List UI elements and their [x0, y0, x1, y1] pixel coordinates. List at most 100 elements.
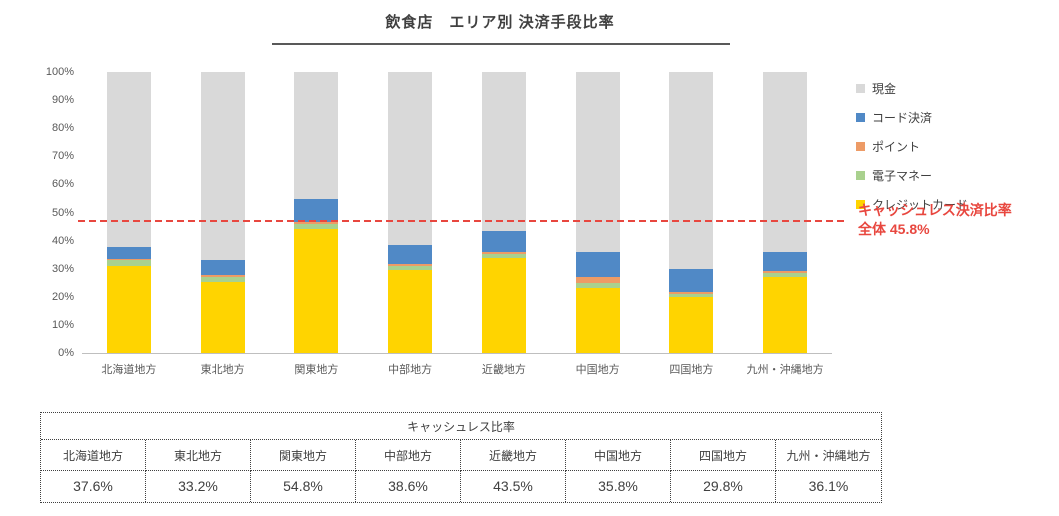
annotation-line2: 全体 45.8% [858, 221, 930, 237]
bar-segment [575, 282, 620, 289]
table-value-cell: 43.5% [461, 471, 566, 502]
bar-segment [575, 277, 620, 283]
legend-swatch-icon [856, 200, 865, 209]
legend-swatch-icon [856, 113, 865, 122]
legend-item: ポイント [856, 138, 968, 155]
bar-segment [669, 72, 714, 270]
bar-segment [106, 260, 151, 266]
stacked-bar-6 [575, 72, 620, 353]
bar-segment [294, 223, 339, 229]
bar-segment [106, 258, 151, 261]
table-value-cell: 54.8% [251, 471, 356, 502]
bar-segment [200, 281, 245, 353]
annotation-line1: キャッシュレス決済比率 [858, 202, 1012, 218]
bar-segment [294, 221, 339, 224]
bar-segment [200, 72, 245, 260]
table-header-cell: 中部地方 [356, 440, 461, 471]
bar-segment [481, 251, 526, 254]
table-header-cell: 近畿地方 [461, 440, 566, 471]
bar-segment [388, 72, 433, 245]
x-axis-label: 近畿地方 [481, 364, 526, 376]
bar-segment [200, 277, 245, 282]
table-header-cell: 四国地方 [671, 440, 776, 471]
bar-segment [388, 265, 433, 270]
table-value-cell: 37.6% [41, 471, 146, 502]
bar-segment [481, 258, 526, 353]
bar-segment [481, 253, 526, 259]
legend-swatch-icon [856, 142, 865, 151]
chart-title: 飲食店 エリア別 決済手段比率 [385, 14, 615, 31]
legend-item-label: 現金 [872, 82, 897, 96]
bar-segment [294, 199, 339, 222]
cashless-annotation: キャッシュレス決済比率 全体 45.8% [858, 201, 1012, 239]
bar-segment [669, 294, 714, 297]
legend-item: コード決済 [856, 109, 968, 126]
legend-item-label: ポイント [872, 140, 921, 154]
y-axis-tick: 100% [45, 66, 74, 78]
x-axis-label: 中国地方 [575, 364, 620, 376]
bar-segment [763, 273, 808, 278]
x-axis: 北海道地方 東北地方 関東地方 中部地方 近畿地方 中国地方 四国地方 九州・沖縄地方 [82, 361, 832, 377]
legend-item-label: 電子マネー [872, 169, 933, 183]
legend-item-label: コード決済 [872, 111, 933, 125]
table-header-cell: 九州・沖縄地方 [776, 440, 881, 471]
y-axis-tick: 10% [51, 318, 74, 331]
stacked-bar-2 [200, 72, 245, 353]
table-value-cell: 36.1% [808, 478, 849, 494]
title-underline [272, 43, 730, 45]
x-axis-label: 北海道地方 [101, 364, 157, 376]
cashless-table: キャッシュレス比率 北海道地方 東北地方 関東地方 中部地方 近畿地方 中国地方 四国地方九… [40, 412, 882, 503]
y-axis-tick: 30% [51, 262, 74, 275]
bar-segment [575, 72, 620, 253]
table-value-row: 37.6% 33.2% 54.8% 38.6% 43.5% 35.8% 29.8% 36.1% [41, 471, 881, 502]
x-axis-label: 関東地方 [294, 364, 339, 376]
legend-swatch-icon [856, 84, 865, 93]
bar-segment [763, 271, 808, 274]
bar-segment [388, 263, 433, 266]
y-axis-tick: 40% [51, 234, 74, 247]
legend-item-label: クレジットカード [872, 198, 969, 212]
table-header-cell: 関東地方 [251, 440, 356, 471]
table-header-row: 北海道地方 東北地方 関東地方 中部地方 近畿地方 中国地方 四国地方 九州・沖縄地方 [41, 440, 881, 471]
table-header-cell: 中国地方 [566, 440, 671, 471]
bar-segment [200, 275, 245, 278]
stacked-bar-3 [294, 72, 339, 353]
bar-segment [669, 269, 714, 292]
table-value-cell: 35.8% [566, 471, 671, 502]
table-value-cell: 29.8% [671, 471, 776, 502]
bar-segment [106, 265, 151, 353]
bar-segment [294, 228, 339, 353]
y-axis-tick: 0% [58, 347, 74, 359]
stacked-bar-1 [106, 72, 151, 353]
bar-segment [575, 288, 620, 353]
y-axis-tick: 70% [51, 150, 74, 163]
table-header-cell: 東北地方 [146, 440, 251, 471]
legend-item: 電子マネー [856, 167, 968, 184]
bar-segment [763, 72, 808, 252]
stacked-bar-8 [763, 72, 808, 353]
y-axis-tick: 60% [51, 178, 74, 191]
bar-segment [763, 251, 808, 272]
bar-segment [481, 72, 526, 231]
x-axis-label: 四国地方 [669, 364, 714, 376]
legend-swatch-icon [856, 171, 865, 180]
bar-segment [106, 247, 151, 259]
bar-segment [669, 296, 714, 353]
table-title: キャッシュレス比率 [41, 413, 881, 440]
x-axis-label: 東北地方 [200, 364, 245, 376]
bar-segment [294, 72, 339, 200]
cashless-reference-line [78, 220, 846, 222]
bar-segment [575, 252, 620, 278]
bar-segment [388, 244, 433, 264]
stacked-bar-7 [669, 72, 714, 353]
plot-area [82, 72, 832, 354]
bar-segment [200, 259, 245, 276]
bar-segment [669, 291, 714, 295]
y-axis-tick: 20% [51, 290, 74, 303]
table-value-cell: 33.2% [146, 471, 251, 502]
legend: 現金コード決済ポイント電子マネークレジットカード [856, 80, 968, 225]
table-value-cell: 38.6% [356, 471, 461, 502]
y-axis-tick: 80% [51, 122, 74, 135]
bar-segment [106, 72, 151, 248]
